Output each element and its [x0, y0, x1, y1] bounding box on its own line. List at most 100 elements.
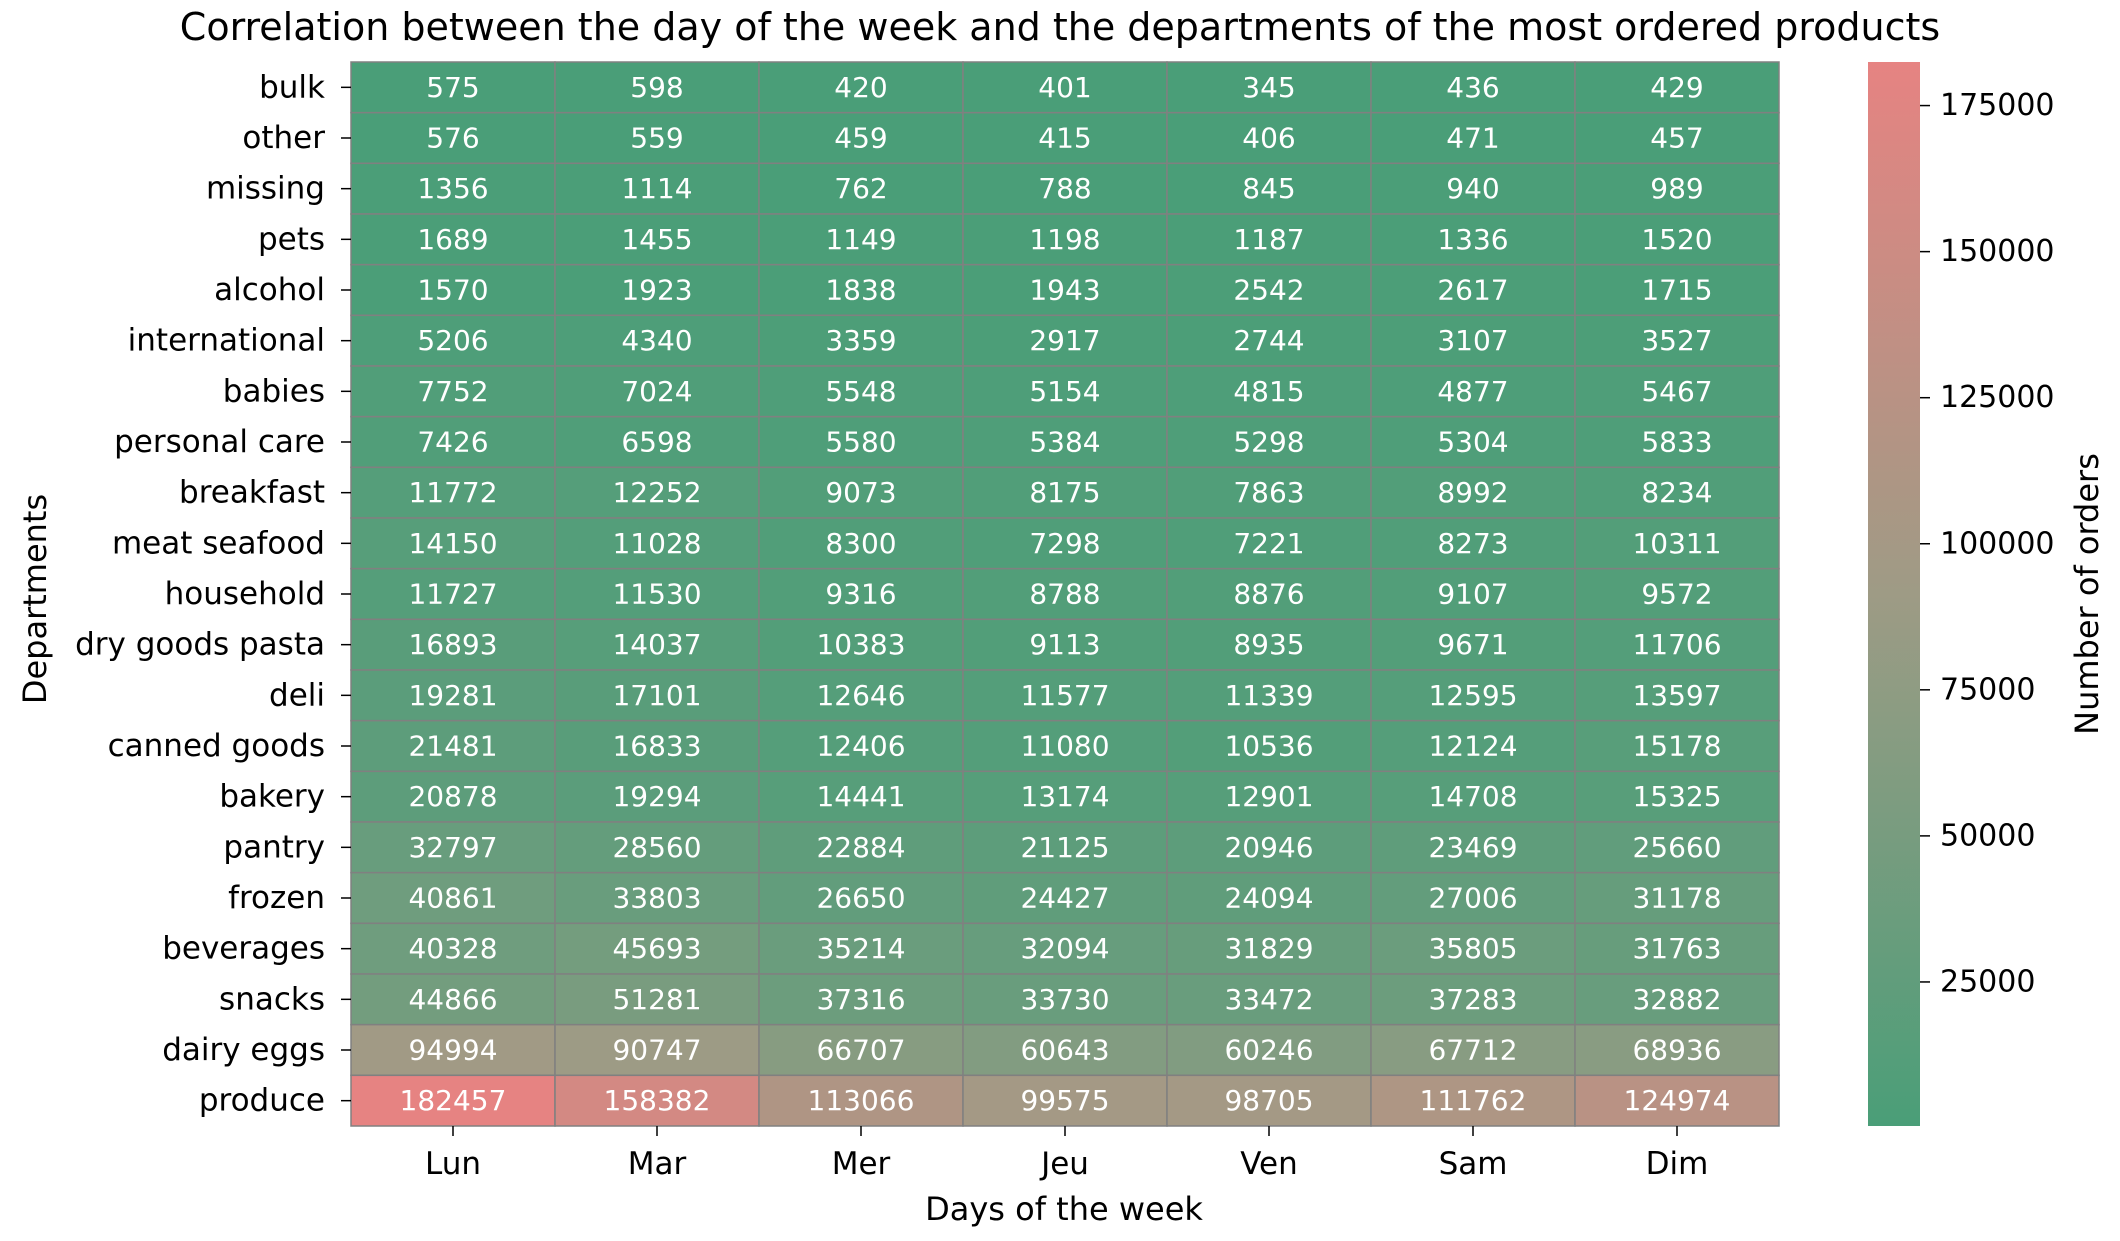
x-tick-label: Lun — [425, 1146, 481, 1182]
cell-value-label: 12124 — [1428, 730, 1517, 763]
cell-value-label: 575 — [426, 71, 479, 104]
cell-value-label: 35214 — [816, 932, 905, 965]
heatmap-cell — [554, 314, 760, 367]
heatmap-cell — [758, 466, 964, 519]
cell-value-label: 9572 — [1641, 578, 1712, 611]
cell-value-label: 19281 — [408, 679, 497, 712]
heatmap-cell — [758, 365, 964, 418]
cell-value-label: 32094 — [1020, 932, 1109, 965]
heatmap-cell — [1166, 111, 1372, 165]
cell-value-label: 5580 — [825, 426, 896, 459]
heatmap-cell — [1370, 973, 1576, 1026]
heatmap-cell — [1370, 719, 1576, 773]
cell-value-label: 27006 — [1428, 882, 1517, 915]
cell-value-label: 7298 — [1029, 527, 1100, 560]
cell-value-label: 33803 — [612, 882, 701, 915]
y-tick-label: dairy eggs — [162, 1032, 325, 1068]
cell-value-label: 14150 — [408, 527, 497, 560]
cell-value-label: 1149 — [825, 223, 896, 256]
cell-value-label: 8788 — [1029, 578, 1100, 611]
cell-value-label: 5833 — [1641, 426, 1712, 459]
heatmap-cell — [962, 770, 1168, 823]
cell-value-label: 111762 — [1420, 1084, 1527, 1117]
y-tick-label: babies — [223, 373, 325, 409]
cell-value-label: 31178 — [1632, 882, 1721, 915]
cell-value-label: 182457 — [400, 1084, 507, 1117]
cell-value-label: 35805 — [1428, 932, 1517, 965]
heatmap-cell — [1370, 1074, 1576, 1127]
heatmap-cell — [962, 314, 1168, 367]
cell-value-label: 1520 — [1641, 223, 1712, 256]
y-tick-label: bakery — [219, 779, 325, 815]
heatmap-cell — [1370, 770, 1576, 823]
heatmap-cell — [554, 61, 760, 114]
heatmap-cell — [554, 1074, 760, 1127]
cell-value-label: 20946 — [1224, 831, 1313, 864]
y-tick-label: other — [242, 120, 325, 156]
cell-value-label: 31829 — [1224, 932, 1313, 965]
cell-value-label: 113066 — [808, 1084, 915, 1117]
y-tick-label: frozen — [228, 880, 325, 916]
x-tick-label: Jeu — [1039, 1146, 1089, 1182]
heatmap-cell — [554, 973, 760, 1026]
heatmap-cell — [962, 213, 1168, 266]
cell-value-label: 20878 — [408, 780, 497, 813]
cell-value-label: 420 — [834, 71, 887, 104]
heatmap-cell — [1574, 1074, 1780, 1127]
y-tick-label: dry goods pasta — [75, 627, 325, 663]
cell-value-label: 67712 — [1428, 1034, 1517, 1067]
cell-value-label: 60643 — [1020, 1034, 1109, 1067]
cell-value-label: 16893 — [408, 628, 497, 661]
cell-value-label: 1114 — [621, 172, 692, 205]
colorbar-tick-label: 50000 — [1940, 818, 2035, 853]
cell-value-label: 12646 — [816, 679, 905, 712]
heatmap-cell — [962, 719, 1168, 773]
cell-value-label: 1336 — [1437, 223, 1508, 256]
heatmap-cell — [1166, 669, 1372, 722]
cell-value-label: 989 — [1650, 172, 1703, 205]
cell-value-label: 98705 — [1224, 1084, 1313, 1117]
x-tick-label: Mar — [628, 1146, 687, 1182]
y-axis-label: Departments — [16, 494, 54, 704]
cell-value-label: 16833 — [612, 730, 701, 763]
cell-value-label: 60246 — [1224, 1034, 1313, 1067]
cell-value-label: 17101 — [612, 679, 701, 712]
heatmap-cell — [1370, 1023, 1576, 1077]
cell-value-label: 1923 — [621, 274, 692, 307]
cell-value-label: 1715 — [1641, 274, 1712, 307]
colorbar-tick-label: 125000 — [1940, 380, 2055, 415]
cell-value-label: 5304 — [1437, 426, 1508, 459]
cell-value-label: 11028 — [612, 527, 701, 560]
heatmap-cell — [758, 871, 964, 925]
heatmap-cell — [350, 415, 556, 469]
cell-value-label: 559 — [630, 122, 683, 155]
cell-value-label: 436 — [1446, 71, 1499, 104]
x-tick-label: Ven — [1240, 1146, 1298, 1182]
heatmap-cell — [1166, 821, 1372, 874]
y-tick-label: alcohol — [214, 272, 325, 308]
cell-value-label: 2917 — [1029, 324, 1100, 357]
heatmap-cell — [1574, 821, 1780, 874]
heatmap-cell — [350, 314, 556, 367]
y-tick-label: bulk — [259, 69, 325, 105]
heatmap-cell — [1370, 61, 1576, 114]
heatmap-cell — [962, 517, 1168, 570]
heatmap-cell — [350, 365, 556, 418]
heatmap-cell — [758, 973, 964, 1026]
cell-value-label: 68936 — [1632, 1034, 1721, 1067]
cell-value-label: 2617 — [1437, 274, 1508, 307]
heatmap-cell — [554, 770, 760, 823]
cell-value-label: 66707 — [816, 1034, 905, 1067]
y-tick-label: beverages — [162, 931, 325, 967]
cell-value-label: 11772 — [408, 476, 497, 509]
cell-value-label: 2744 — [1233, 324, 1304, 357]
heatmap-cell — [1370, 618, 1576, 671]
cell-value-label: 5154 — [1029, 375, 1100, 408]
cell-value-label: 10536 — [1224, 730, 1313, 763]
colorbar — [1868, 62, 1920, 1126]
heatmap-cell — [962, 669, 1168, 722]
cell-value-label: 9316 — [825, 578, 896, 611]
cell-value-label: 11339 — [1224, 679, 1313, 712]
heatmap-cells: 575 598 420 401 345 436 429 576 559 459 415 406 471 4… — [350, 61, 1780, 1127]
heatmap-cell — [1574, 669, 1780, 722]
